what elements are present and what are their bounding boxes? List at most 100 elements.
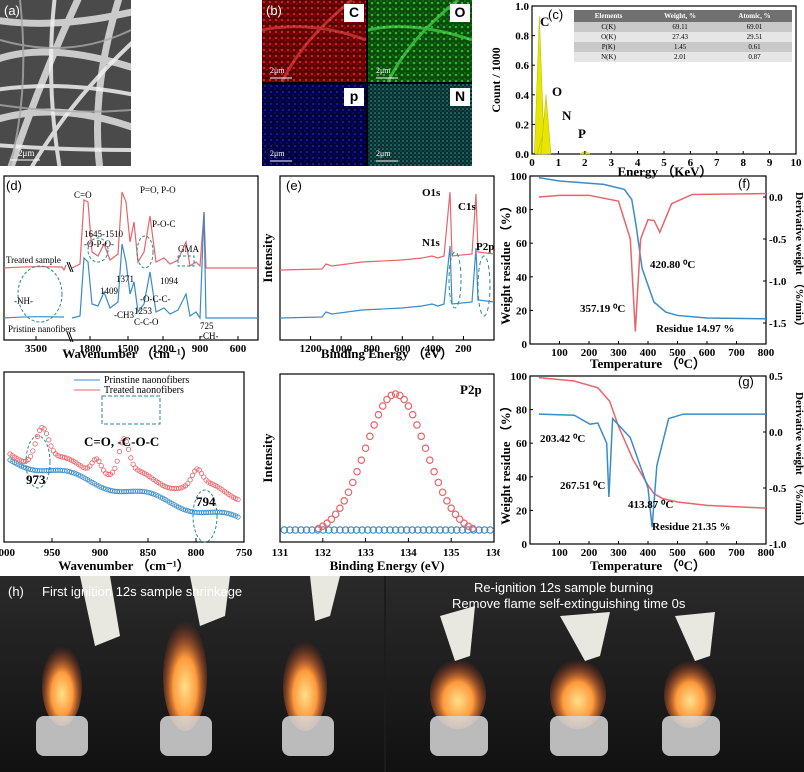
inset-point-pristine [226,511,232,517]
p2p-point-treated [443,497,451,505]
p2p-point-pristine [464,526,472,534]
eds-peak-bar [540,94,552,155]
chart-g-y2tick: -1.0 [769,539,787,551]
map-scale-2: 2μm [376,66,391,75]
legend-treated: Treated naonofibers [104,385,184,396]
ann-nh: -NH- [14,296,33,306]
inset-point-pristine [66,469,72,475]
p2p-point-treated [417,432,426,441]
chart-e-xlabel: Binding Energy （eV） [321,346,453,361]
eds-map-grid [262,0,472,166]
p2p-point-pristine [441,526,450,534]
peak-c: C [540,14,549,29]
ann-ch3: -CH3 [114,310,134,320]
chart-f-ylabel-right: Derivative weight （%/min） [793,192,804,332]
chart-g: 203.42 ⁰C 267.51 ⁰C 413.87 ⁰C Residue 21… [500,372,804,573]
chart-d-xtick: 600 [230,343,247,355]
inset-point-pristine [25,466,31,472]
inset-point-treated [162,483,168,489]
peak-o1s: O1s [422,187,441,199]
map-scale-1: 2μm [270,66,285,75]
chart-p2p: P2p Intensity 131 132 133 134 135 136 Binding… [262,373,500,573]
inset-point-treated [189,472,195,478]
table-cell: 69.01 [746,23,763,31]
chart-g-ytick: 40 [516,472,528,484]
inset-point-pristine [235,514,241,520]
inset-point-treated [130,461,136,467]
caption-reignition: Re-ignition 12s sample burning [474,580,654,595]
chart-inset-xtick: 950 [44,547,61,559]
p2p-point-pristine [452,526,461,534]
ann-f-420: 420.80 ⁰C [650,259,695,271]
chart-inset-xtick: 900 [92,547,109,559]
map-scale-3: 2μm [270,149,285,158]
p2p-point-pristine [324,526,333,534]
peak-p2p: P2p [476,241,494,253]
p2p-point-treated [361,444,370,453]
chart-g-y2tick: 0.5 [769,372,783,383]
inset-point-treated [128,455,134,461]
inset-point-treated [41,426,47,432]
chart-f-ytick: 60 [516,238,528,250]
inset-point-treated [112,465,118,471]
chart-c-ytick: 0.0 [515,149,529,161]
chart-f-y2tick: -0.5 [769,234,787,246]
p2p-point-treated [374,410,383,419]
inset-point-treated [201,474,207,480]
chart-f-xtick: 200 [581,347,598,359]
residue-g: Residue 21.35 % [652,521,731,533]
p2p-point-pristine [302,526,311,534]
chart-p2p-xtick: 131 [272,547,289,559]
panel-e-label: (e) [286,178,302,193]
chart-c-ylabel: Count / 1000 [490,47,503,112]
p2p-point-pristine [280,526,289,534]
chart-g-xtick: 800 [758,547,775,559]
peak-o: O [552,84,562,99]
inset-point-pristine [182,507,189,513]
p2p-point-treated [408,410,417,419]
chart-c-xtick: 2 [582,157,588,169]
inset-point-treated [119,440,125,446]
f-tg-curve [538,176,767,320]
chart-d-xtick: 1500 [117,343,140,355]
inset-point-pristine [64,468,70,474]
inset-point-pristine [151,491,157,497]
chart-c-xtick: 10 [791,157,803,169]
ignition-photos [0,576,804,772]
legend-pristine: Prinstine naonofibers [104,375,189,386]
chart-g-ytick: 100 [511,372,528,383]
peak-n: N [562,108,572,123]
chart-g-ylabel: Weight residue （%） [500,399,513,524]
ann-occ: -O-C-C- [140,294,171,304]
inset-point-pristine [230,512,237,518]
p2p-point-pristine [480,526,489,534]
chart-c-xtick: 6 [688,157,694,169]
e-treated-line [279,191,495,271]
chart-inset-xtick: 800 [188,547,205,559]
chart-inset-xtick: 750 [236,547,253,559]
inset-point-treated [98,463,104,469]
table-header: Atomic, % [738,12,771,20]
p2p-point-pristine [369,526,378,534]
p2p-point-treated [391,390,400,398]
chart-d: -NH- C=O 1645-1510 -O-P-O- P=O, P-O P-O-… [3,175,259,361]
panel-b-eds-maps: (b) C O p N 2μm 2μm 2μm 2μm [262,0,472,166]
ann-973: 973 [26,472,46,487]
panel-p2p: P2p Intensity 131 132 133 134 135 136 Binding… [262,364,500,574]
inset-point-treated [46,437,52,443]
chart-p2p-xtick: 132 [315,547,332,559]
inset-point-treated [50,448,56,454]
p2p-point-treated [366,432,374,441]
inset-point-treated [125,446,132,452]
inset-point-treated [64,455,70,461]
chart-p2p-xlabel: Binding Energy (eV) [330,558,445,573]
inset-point-treated [116,449,123,455]
inset-point-treated [198,470,205,476]
p2p-point-treated [464,522,473,531]
chart-f-xtick: 100 [551,347,568,359]
p2p-point-treated [331,510,340,519]
chart-e-xtick: 1200 [300,343,323,355]
panel-a-sem-image: (a) 2μm [0,0,131,166]
inset-point-treated [110,469,116,476]
chart-g-xtick: 300 [610,547,627,559]
